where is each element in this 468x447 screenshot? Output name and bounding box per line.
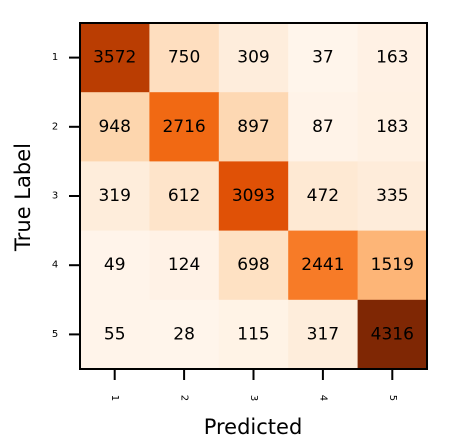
heatmap-cell-r5-c5	[357, 299, 428, 370]
heatmap-cell-r3-c4	[288, 161, 359, 232]
heatmap-cell-r4-c5	[357, 230, 428, 301]
heatmap-cell-r3-c2	[149, 161, 220, 232]
cell-value-label: 124	[168, 255, 200, 275]
cell-value-label: 948	[98, 117, 130, 137]
y-axis-ticks: 1 2 3 4 5	[52, 52, 80, 340]
heatmap-cell-r5-c3	[218, 299, 289, 370]
heatmap-cell-r1-c5	[357, 23, 428, 93]
y-tick-label: 1	[52, 52, 58, 63]
cell-value-label: 472	[307, 186, 339, 206]
heatmap-cell-r3-c5	[357, 161, 428, 232]
cell-value-label: 49	[104, 255, 126, 275]
y-axis-label: True Label	[11, 143, 35, 252]
cell-value-label: 3572	[93, 48, 136, 68]
y-tick-label: 4	[52, 260, 58, 271]
cell-value-label: 698	[237, 255, 269, 275]
cell-value-label: 28	[173, 324, 195, 344]
cell-value-label: 183	[376, 117, 408, 137]
x-axis-label: Predicted	[204, 415, 303, 439]
heatmap-cell-r2-c4	[288, 92, 359, 162]
heatmap-cell-r5-c1	[80, 299, 150, 370]
cell-value-label: 2716	[162, 117, 205, 137]
heatmap-cell-r2-c5	[357, 92, 428, 162]
heatmap-cell-r4-c4	[288, 230, 359, 301]
cell-value-label: 612	[168, 186, 200, 206]
cell-value-label: 115	[237, 324, 269, 344]
x-tick-label: 5	[387, 395, 398, 401]
y-tick-label: 3	[52, 191, 58, 202]
cell-value-label: 3093	[232, 186, 275, 206]
cell-value-label: 750	[168, 48, 200, 68]
heatmap-cell-r4-c2	[149, 230, 220, 301]
heatmap-cell-r2-c1	[80, 92, 150, 162]
cell-value-label: 309	[237, 48, 269, 68]
x-axis-ticks: 1 2 3 4 5	[109, 369, 398, 401]
heatmap-cell-r1-c1	[80, 23, 150, 93]
heatmap-cell-r2-c3	[218, 92, 289, 162]
heatmap-cell-r4-c1	[80, 230, 150, 301]
x-tick-label: 1	[109, 395, 120, 401]
heatmap-cell-r1-c3	[218, 23, 289, 93]
x-tick-label: 4	[317, 395, 328, 401]
heatmap-cell-r1-c4	[288, 23, 359, 93]
heatmap-cell-r4-c3	[218, 230, 289, 301]
x-tick-label: 2	[179, 395, 190, 401]
heatmap-cell-r3-c3	[218, 161, 289, 232]
heatmap-cell-r2-c2	[149, 92, 220, 162]
cell-value-label: 87	[312, 117, 334, 137]
cell-value-label: 55	[104, 324, 126, 344]
y-tick-label: 2	[52, 121, 58, 132]
y-tick-label: 5	[52, 329, 58, 340]
heatmap-cell-r5-c2	[149, 299, 220, 370]
cell-value-label: 163	[376, 48, 408, 68]
cell-value-label: 2441	[301, 255, 344, 275]
cell-value-label: 4316	[371, 324, 414, 344]
cell-value-label: 1519	[371, 255, 414, 275]
heatmap-cells	[80, 23, 428, 370]
heatmap-cell-labels: 3572 750 309 37 163 948 2716 897 87 183 319 612 3093…	[93, 48, 414, 345]
x-tick-label: 3	[248, 395, 259, 401]
cell-value-label: 317	[307, 324, 339, 344]
cell-value-label: 335	[376, 186, 408, 206]
heatmap-cell-r5-c4	[288, 299, 359, 370]
cell-value-label: 897	[237, 117, 269, 137]
heatmap-cell-r1-c2	[149, 23, 220, 93]
cell-value-label: 37	[312, 48, 334, 68]
cell-value-label: 319	[98, 186, 130, 206]
heatmap-cell-r3-c1	[80, 161, 150, 232]
